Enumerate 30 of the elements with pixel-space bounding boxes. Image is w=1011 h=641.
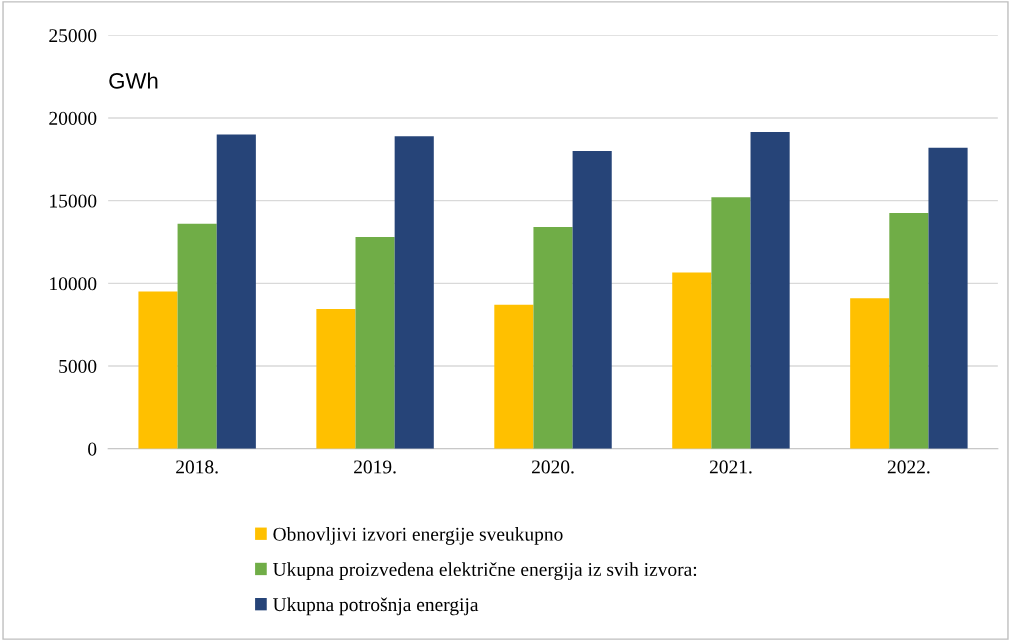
- bar: [711, 197, 751, 449]
- x-tick-label: 2020.: [532, 460, 574, 474]
- bar: [672, 272, 712, 449]
- bar: [572, 151, 612, 449]
- bar: [889, 213, 929, 449]
- y-tick-label: 0: [88, 442, 97, 456]
- x-tick-label: 2018.: [176, 460, 218, 474]
- legend-label: Ukupna potrošnja energija: [272, 597, 479, 616]
- y-tick-label: 20000: [49, 111, 97, 125]
- y-tick-label: 25000: [49, 29, 97, 43]
- x-tick-label: 2022.: [887, 460, 930, 474]
- bar: [850, 298, 890, 449]
- y-tick-label: 15000: [50, 194, 97, 208]
- x-tick-label: 2019.: [354, 460, 396, 474]
- bar: [750, 132, 790, 449]
- x-tick-label: 2021.: [709, 460, 752, 474]
- bar: [138, 291, 178, 449]
- bar: [216, 134, 256, 449]
- bar: [494, 304, 534, 449]
- bar: [928, 147, 968, 449]
- y-axis-title: GWh: [109, 72, 158, 89]
- legend-label: Ukupna proizvedena električne energija iz svih izvora:: [272, 562, 697, 581]
- y-tick-label: 10000: [50, 277, 97, 291]
- bar: [177, 223, 217, 449]
- bar: [533, 227, 573, 449]
- legend-label: Obnovljivi izvori energije sveukupno: [273, 527, 563, 545]
- y-tick-label: 5000: [59, 359, 97, 373]
- bar: [355, 237, 395, 449]
- bar: [316, 308, 356, 449]
- bar: [394, 136, 434, 449]
